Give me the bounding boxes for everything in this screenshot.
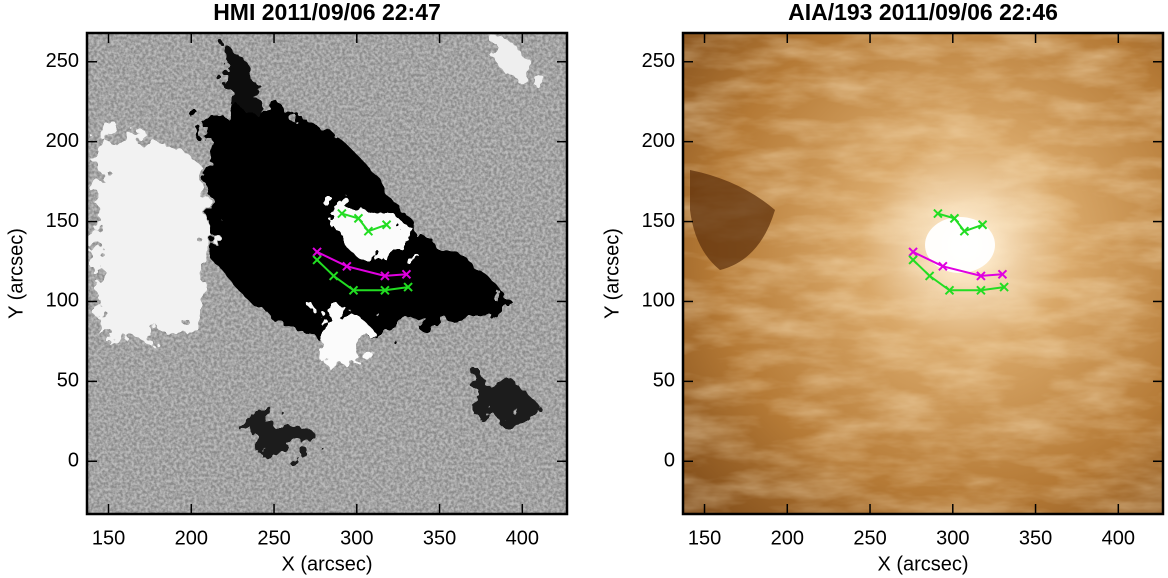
overlay bbox=[312, 208, 413, 295]
hmi-image bbox=[87, 33, 567, 514]
y-tick-label: 150 bbox=[642, 210, 675, 232]
y-tick-label: 250 bbox=[642, 50, 675, 72]
y-tick-label: 0 bbox=[68, 450, 79, 472]
trace-marker bbox=[959, 226, 970, 236]
x-tick-label: 250 bbox=[853, 527, 886, 549]
y-axis-label: Y (arcsec) bbox=[5, 228, 27, 319]
trace-marker bbox=[342, 261, 352, 272]
trace-marker bbox=[312, 247, 322, 257]
trace-marker bbox=[976, 285, 986, 295]
y-tick-label: 100 bbox=[46, 290, 79, 312]
x-tick-label: 400 bbox=[506, 527, 539, 549]
y-tick-label: 50 bbox=[653, 370, 675, 392]
trace-marker bbox=[337, 208, 347, 219]
aia-image bbox=[683, 33, 1163, 514]
trace-marker bbox=[944, 285, 955, 295]
trace-marker bbox=[949, 213, 960, 224]
x-tick-label: 300 bbox=[340, 527, 373, 549]
y-tick-label: 250 bbox=[46, 50, 79, 72]
x-tick-label: 200 bbox=[771, 527, 804, 549]
trace-marker bbox=[380, 285, 390, 295]
trace-marker bbox=[908, 255, 918, 265]
trace-marker bbox=[381, 220, 392, 230]
trace-marker bbox=[312, 255, 322, 265]
x-tick-label: 400 bbox=[1102, 527, 1135, 549]
trace-marker bbox=[977, 220, 988, 230]
trace-marker bbox=[976, 271, 986, 281]
trace-marker bbox=[933, 208, 943, 219]
overlay bbox=[908, 208, 1009, 295]
panel-title: AIA/193 2011/09/06 22:46 bbox=[788, 0, 1058, 25]
trace-marker bbox=[999, 282, 1009, 292]
plot-frame bbox=[681, 31, 1165, 516]
trace-marker bbox=[938, 261, 948, 272]
trace-line bbox=[912, 251, 1003, 277]
trace-marker bbox=[328, 271, 339, 281]
trace-marker bbox=[348, 285, 359, 295]
trace-marker bbox=[380, 271, 390, 281]
x-tick-label: 350 bbox=[423, 527, 456, 549]
y-tick-label: 200 bbox=[642, 130, 675, 152]
x-tick-label: 150 bbox=[688, 527, 721, 549]
trace-marker bbox=[924, 271, 935, 281]
x-tick-label: 200 bbox=[175, 527, 208, 549]
trace-marker bbox=[403, 282, 413, 292]
y-tick-label: 0 bbox=[664, 450, 675, 472]
y-tick-label: 50 bbox=[57, 370, 79, 392]
y-tick-label: 100 bbox=[642, 290, 675, 312]
trace-marker bbox=[997, 269, 1008, 280]
y-tick-label: 150 bbox=[46, 210, 79, 232]
panel-title: HMI 2011/09/06 22:47 bbox=[213, 0, 441, 25]
x-tick-label: 350 bbox=[1019, 527, 1052, 549]
trace-line bbox=[937, 212, 983, 233]
trace-marker bbox=[908, 247, 918, 257]
y-axis-label: Y (arcsec) bbox=[601, 228, 623, 319]
plot-frame bbox=[85, 31, 569, 516]
x-axis-label: X (arcsec) bbox=[877, 553, 968, 575]
trace-line bbox=[341, 212, 387, 233]
trace-line bbox=[316, 251, 407, 277]
y-tick-label: 200 bbox=[46, 130, 79, 152]
trace-marker bbox=[353, 213, 364, 224]
x-axis-label: X (arcsec) bbox=[281, 553, 372, 575]
x-tick-label: 150 bbox=[92, 527, 125, 549]
trace-marker bbox=[363, 226, 374, 236]
x-tick-label: 300 bbox=[936, 527, 969, 549]
x-tick-label: 250 bbox=[257, 527, 290, 549]
trace-marker bbox=[401, 269, 412, 280]
